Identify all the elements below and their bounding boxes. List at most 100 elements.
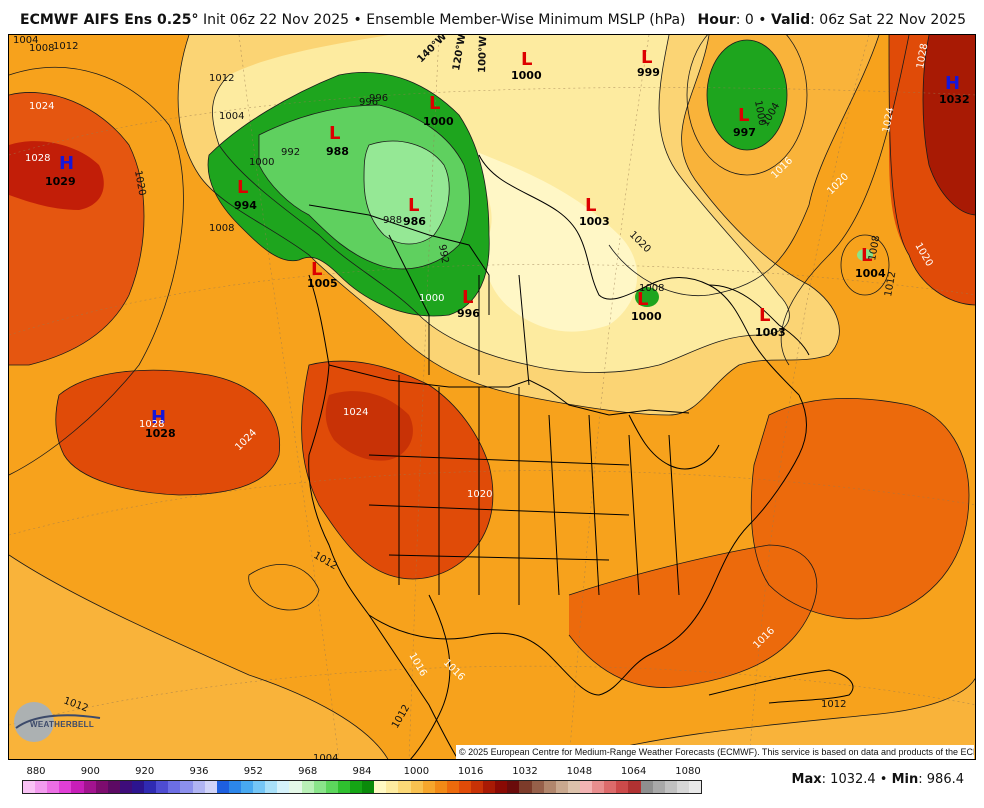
graticule <box>9 35 975 759</box>
colorbar-swatch <box>519 781 532 793</box>
weatherbell-logo-text: WEATHERBELL <box>30 720 95 729</box>
colorbar-swatch <box>301 781 314 793</box>
center-value: 996 <box>457 307 480 320</box>
colorbar-swatch <box>313 781 326 793</box>
colorbar-swatch <box>228 781 241 793</box>
colorbar-swatch <box>628 781 641 793</box>
pressure-map: H 1029 H 1028 H 1032 L 994 L 988 L 986 L… <box>8 34 976 760</box>
center-letter: L <box>641 47 652 68</box>
contour-label: 1028 <box>915 43 930 70</box>
center-letter: L <box>521 49 532 70</box>
field-band-1012-sw <box>9 555 388 759</box>
center-letter: L <box>311 259 322 280</box>
logo-swoosh <box>15 714 101 729</box>
field-high-continental-core <box>325 391 413 461</box>
colorbar-swatch <box>652 781 665 793</box>
colorbar-swatch <box>507 781 520 793</box>
center-value: 1000 <box>631 310 662 323</box>
field-green-low-core <box>364 141 450 244</box>
colorbar-tick-label: 1064 <box>620 766 647 777</box>
center-letter: L <box>585 195 596 216</box>
colorbar-swatch <box>23 781 36 793</box>
valid-separator: • <box>758 12 767 28</box>
colorbar-swatch <box>446 781 459 793</box>
colorbar-tick-label: 968 <box>298 766 318 777</box>
colorbar-swatch <box>240 781 254 793</box>
colorbar-tick-label: 1032 <box>512 766 538 777</box>
max-label: Max <box>791 772 822 787</box>
product-name: Ensemble Member-Wise Minimum MSLP (hPa) <box>366 12 686 28</box>
contour-label: 1000 <box>249 157 274 168</box>
colorbar-swatch <box>580 781 593 793</box>
contour-label: 1008 <box>209 223 234 234</box>
center-letter: L <box>462 287 473 308</box>
center-value: 986 <box>403 215 426 228</box>
model-name: ECMWF AIFS Ens 0.25 <box>20 12 192 28</box>
center-letter: H <box>945 73 960 94</box>
colorbar-tick-label: 1048 <box>566 766 593 777</box>
center-letter: L <box>759 305 770 326</box>
contour-label: 996 <box>369 93 388 104</box>
colorbar-swatch <box>289 781 302 793</box>
hour-label: Hour <box>697 12 736 28</box>
contour-labels: 1004 1008 1012 1024 1028 1020 1012 1008 … <box>13 35 935 759</box>
field-1000-north <box>459 145 638 332</box>
contour-label: 100°W <box>477 36 489 73</box>
contour-label: 1020 <box>467 489 492 500</box>
colorbar-swatch <box>192 781 205 793</box>
contour-label: 1012 <box>53 41 78 52</box>
center-value: 1000 <box>511 69 542 82</box>
title-separator: • <box>353 12 362 28</box>
center-value: 1003 <box>579 215 610 228</box>
colorbar-swatch <box>253 781 266 793</box>
min-label: Min <box>891 772 919 787</box>
field-green-low-labrador <box>857 249 873 261</box>
contour-label: 1028 <box>25 153 50 164</box>
center-letter: L <box>637 289 648 310</box>
colorbar-swatch <box>131 781 145 793</box>
center-value: 997 <box>733 126 756 139</box>
colorbar-swatch <box>71 781 84 793</box>
center-value: 1005 <box>307 277 338 290</box>
colorbar-swatch <box>83 781 96 793</box>
map-canvas: H 1029 H 1028 H 1032 L 994 L 988 L 986 L… <box>9 35 975 759</box>
colorbar-swatch <box>555 781 568 793</box>
min-max-stats: Max: 1032.4 • Min: 986.4 <box>792 772 964 787</box>
center-value: 994 <box>234 199 257 212</box>
field-green-low-hudson <box>635 287 659 307</box>
colorbar-swatch <box>604 781 617 793</box>
center-letter: H <box>151 407 166 428</box>
contour-label: 996 <box>359 97 378 108</box>
center-value: 999 <box>637 66 660 79</box>
colorbar-swatch <box>483 781 496 793</box>
init-time: Init 06z 22 Nov 2025 <box>202 12 350 28</box>
colorbar-swatch <box>325 781 338 793</box>
contour-label: 1020 <box>132 170 147 197</box>
colorbar-swatch <box>592 781 605 793</box>
contour-label: 1000 <box>752 100 767 127</box>
coastlines <box>308 154 854 759</box>
center-letter: L <box>329 123 340 144</box>
map-title: ECMWF AIFS Ens 0.25° Init 06z 22 Nov 202… <box>20 12 686 28</box>
colorbar-swatch <box>386 781 399 793</box>
pressure-centers: H 1029 H 1028 H 1032 L 994 L 988 L 986 L… <box>45 47 970 440</box>
center-value: 1003 <box>755 326 786 339</box>
field-high-pacific-west-core <box>9 141 104 210</box>
colorbar-swatch <box>144 781 157 793</box>
min-value: : 986.4 <box>918 772 964 787</box>
field-green-low-ne <box>707 40 787 150</box>
colorbar-swatch <box>47 781 60 793</box>
colorbar-swatch <box>35 781 48 793</box>
valid-value: : 06z Sat 22 Nov 2025 <box>810 12 966 28</box>
colorbar-tick-label: 1016 <box>457 766 484 777</box>
center-letter: L <box>738 105 749 126</box>
colorbar: 880 900 920 936 952 968 984 1000 1016 1032 1048 106… <box>22 766 702 796</box>
colorbar-swatch <box>168 781 181 793</box>
stats-separator: • <box>879 772 888 787</box>
field-high-pacific-central <box>55 370 280 495</box>
degree-symbol: ° <box>191 12 199 28</box>
colorbar-swatch <box>495 781 508 793</box>
colorbar-tick-label: 880 <box>26 766 46 777</box>
colorbar-swatch <box>398 781 411 793</box>
colorbar-ticks: 880 900 920 936 952 968 984 1000 1016 1032 1048 106… <box>22 766 702 778</box>
